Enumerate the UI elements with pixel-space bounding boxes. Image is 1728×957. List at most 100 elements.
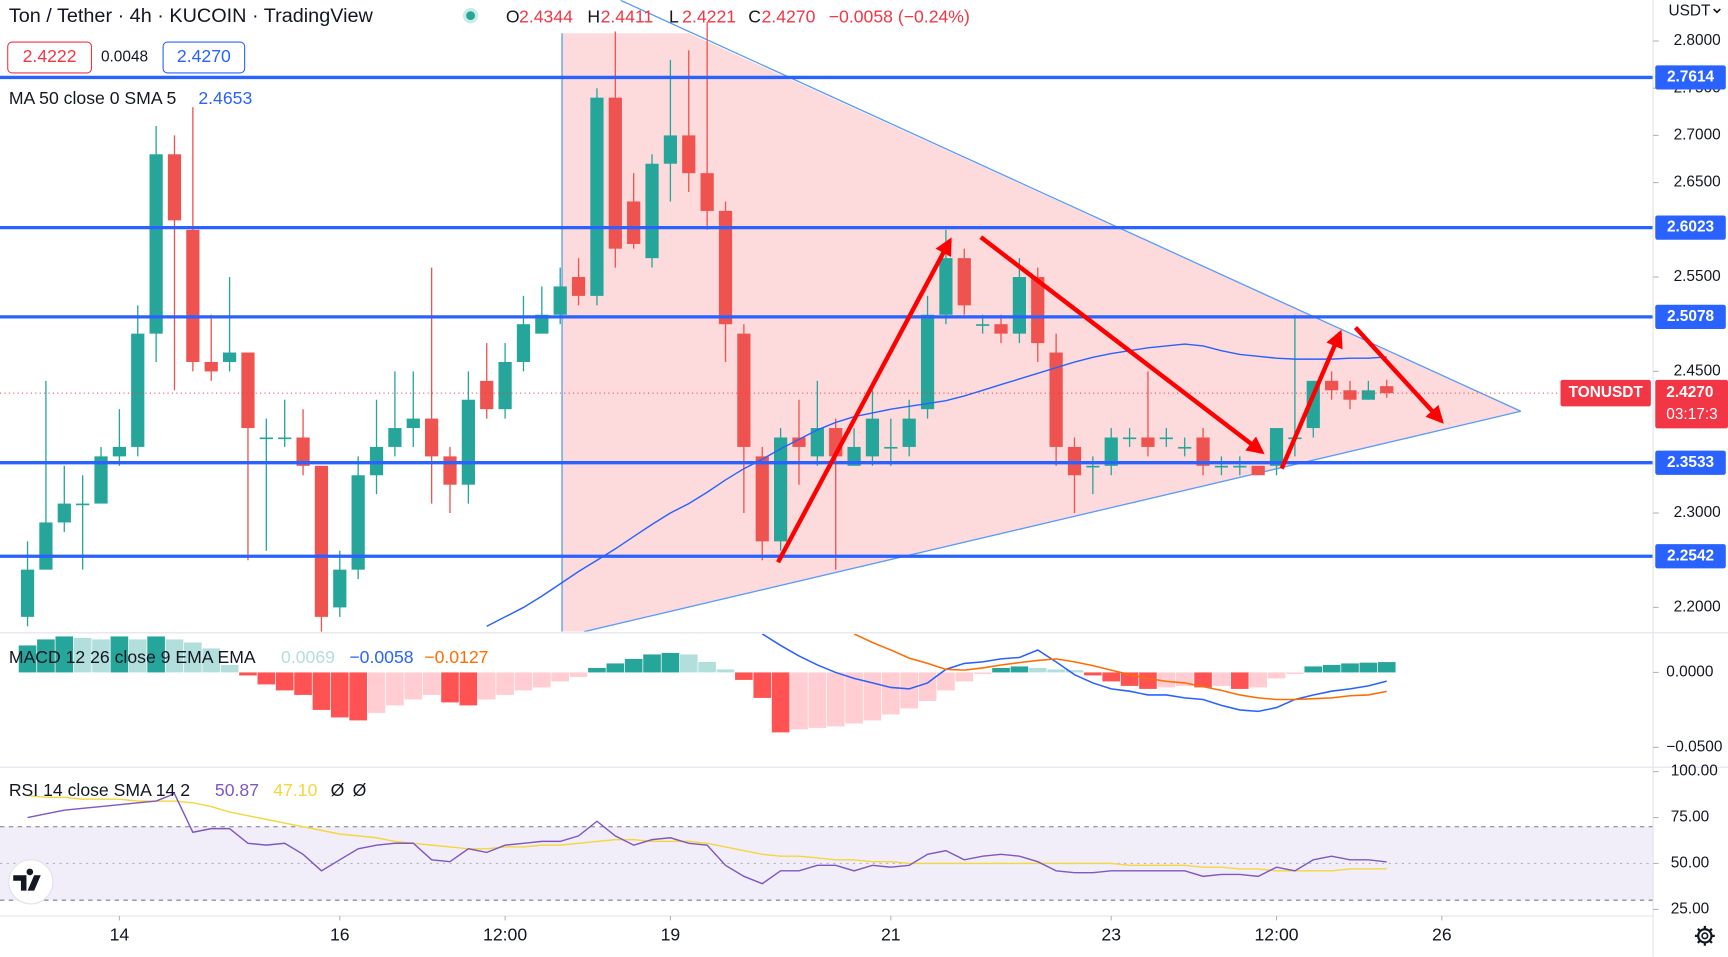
ohlc-value: 2.4411 — [601, 7, 654, 27]
candle-body — [1269, 428, 1284, 466]
settings-icon[interactable] — [1694, 925, 1715, 946]
histogram-bar — [551, 672, 570, 682]
y-tick-label: 0.0000 — [1666, 663, 1713, 680]
histogram-bar — [606, 663, 625, 673]
histogram-bar — [826, 672, 845, 727]
currency[interactable]: USDT — [1668, 2, 1711, 19]
candle-body — [627, 201, 641, 244]
candle-body — [920, 314, 935, 410]
status-dot — [466, 11, 475, 21]
histogram-bar — [1194, 672, 1212, 688]
histogram-bar — [165, 639, 184, 673]
x-tick-label: 12:00 — [1254, 925, 1298, 945]
ohlc-value: 2.4270 — [762, 7, 816, 27]
histogram-bar — [441, 672, 459, 703]
candle-body — [425, 418, 439, 457]
histogram-bar — [698, 661, 716, 673]
ohlc-value: 2.4221 — [682, 7, 736, 27]
candle-body — [296, 437, 310, 466]
candle-body — [553, 286, 567, 315]
macd-pane — [18, 633, 1396, 733]
ohlc-key: L — [669, 7, 679, 27]
x-tick-label: 14 — [110, 925, 130, 945]
rsi-pane — [0, 792, 1654, 901]
candle-body — [1233, 465, 1247, 468]
tv-logo-mark — [13, 868, 41, 891]
spread: 0.0048 — [101, 49, 148, 66]
candle-body — [1178, 446, 1192, 449]
buy-button[interactable] — [162, 41, 246, 74]
y-tick-label: 2.7000 — [1674, 126, 1721, 143]
y-tick-label: 25.00 — [1671, 900, 1710, 917]
histogram-bar — [1304, 666, 1323, 673]
candle-body — [112, 446, 126, 457]
histogram-bar — [808, 672, 827, 728]
histogram-bar — [294, 672, 312, 695]
levels — [0, 75, 1654, 558]
candle-body — [259, 437, 273, 440]
histogram-bar — [239, 672, 257, 676]
candle-body — [516, 324, 531, 362]
arrow — [1279, 329, 1343, 470]
level-label: 2.5078 — [1667, 308, 1715, 325]
histogram-bar — [1028, 667, 1047, 673]
y-tick-label: 2.4500 — [1674, 362, 1721, 379]
macd-value: −0.0127 — [424, 647, 488, 667]
histogram-bar — [220, 664, 239, 673]
histogram-bar — [496, 672, 514, 695]
histogram-bar — [735, 672, 753, 680]
candle-body — [976, 324, 990, 326]
histogram-bar — [459, 672, 478, 706]
histogram-bar — [624, 658, 643, 673]
ma-legend: MA 50 close 0 SMA 5 — [9, 88, 177, 108]
line — [27, 794, 1387, 872]
level-label: 2.7614 — [1667, 69, 1715, 86]
x-tick-label: 16 — [330, 925, 350, 945]
sell-button[interactable] — [7, 41, 93, 74]
histogram-bar — [1341, 663, 1359, 673]
candle-body — [939, 258, 953, 315]
change: −0.0058 (−0.24%) — [829, 7, 970, 27]
candle-body — [700, 173, 714, 211]
ma-legend-value: 2.4653 — [198, 88, 252, 108]
candle-body — [902, 418, 916, 447]
candle-body — [1343, 390, 1357, 400]
candle-body — [333, 569, 347, 608]
rsi-value: 47.10 — [273, 780, 317, 800]
candle-body — [755, 456, 769, 542]
histogram-bar — [73, 637, 92, 673]
histogram-bar — [422, 672, 441, 695]
y-tick-label: 2.5500 — [1674, 268, 1721, 285]
histogram-bar — [1010, 666, 1029, 673]
histogram-bar — [716, 669, 735, 673]
histogram-bar — [514, 672, 533, 691]
histogram-bar — [1102, 672, 1121, 682]
sell-price[interactable]: 2.4222 — [23, 46, 77, 66]
candle-body — [645, 163, 659, 259]
symbol-box — [1560, 379, 1651, 407]
price-pane — [20, 0, 1522, 632]
level-label: 2.6023 — [1667, 219, 1715, 236]
histogram-bar — [1249, 672, 1267, 688]
arrow — [776, 237, 952, 564]
line — [27, 792, 1387, 885]
histogram-bar — [128, 639, 147, 673]
histogram-bar — [404, 672, 423, 700]
histogram-bar — [588, 667, 606, 673]
currency-chevron[interactable] — [1713, 8, 1721, 14]
histogram-bar — [845, 672, 863, 724]
candle-body — [443, 456, 457, 485]
histogram-bar — [55, 636, 74, 673]
histogram-bar — [1065, 670, 1084, 673]
candle-body — [498, 361, 512, 410]
histogram-bar — [1230, 672, 1249, 689]
candle-body — [994, 324, 1008, 334]
candle-body — [957, 258, 971, 306]
candle-body — [1049, 352, 1063, 447]
candle-body — [1086, 465, 1100, 468]
buy-price[interactable]: 2.4270 — [177, 46, 231, 66]
histogram-bar — [1047, 669, 1065, 673]
ohlc-key: O — [506, 7, 520, 27]
candle-body — [278, 437, 292, 440]
time-axis — [0, 916, 1728, 957]
